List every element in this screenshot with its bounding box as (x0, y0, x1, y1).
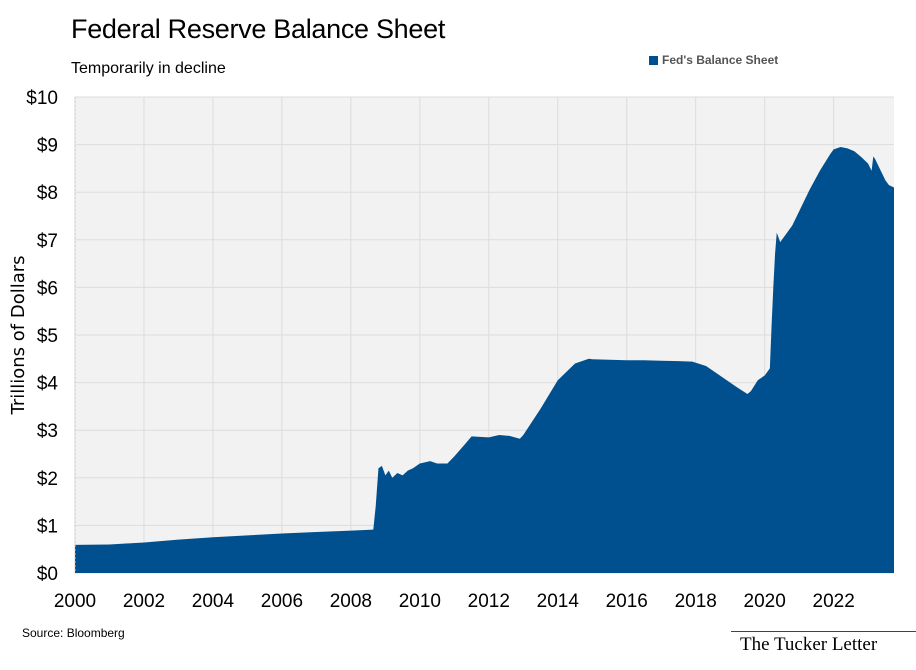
x-tick-label: 2022 (813, 591, 855, 612)
y-tick-label: $0 (37, 564, 58, 585)
legend-label: Fed's Balance Sheet (662, 53, 779, 67)
brand-watermark: The Tucker Letter (740, 634, 878, 655)
x-tick-label: 2014 (537, 591, 580, 612)
y-tick-label: $1 (37, 516, 58, 537)
y-tick-label: $3 (37, 421, 58, 442)
y-tick-label: $6 (37, 278, 58, 299)
y-axis: $0 $1 $2 $3 $4 $5 $6 $7 $8 $9 $10 (26, 88, 58, 585)
watermark-rule (731, 631, 916, 632)
x-tick-label: 2002 (123, 591, 165, 612)
x-tick-label: 2016 (606, 591, 648, 612)
x-tick-label: 2010 (399, 591, 441, 612)
x-tick-label: 2000 (54, 591, 96, 612)
legend-swatch (649, 55, 658, 65)
y-tick-label: $10 (26, 88, 58, 109)
y-tick-label: $7 (37, 231, 58, 252)
y-axis-label: Trillions of Dollars (8, 255, 29, 415)
chart-title: Federal Reserve Balance Sheet (71, 14, 446, 44)
source-note: Source: Bloomberg (22, 626, 125, 640)
x-tick-label: 2006 (261, 591, 303, 612)
series-area (75, 146, 894, 574)
x-tick-label: 2018 (675, 591, 717, 612)
legend: Fed's Balance Sheet (649, 53, 778, 67)
y-tick-label: $4 (37, 374, 59, 395)
x-tick-label: 2004 (192, 591, 235, 612)
x-axis: 2000 2002 2004 2006 2008 2010 2012 2014 2016 2018… (54, 591, 855, 612)
x-tick-label: 2008 (330, 591, 372, 612)
chart-subtitle: Temporarily in decline (71, 60, 226, 77)
y-tick-label: $2 (37, 469, 58, 490)
y-tick-label: $8 (37, 183, 58, 204)
y-tick-label: $9 (37, 136, 58, 157)
y-tick-label: $5 (37, 326, 58, 347)
x-tick-label: 2020 (744, 591, 786, 612)
x-tick-label: 2012 (468, 591, 510, 612)
